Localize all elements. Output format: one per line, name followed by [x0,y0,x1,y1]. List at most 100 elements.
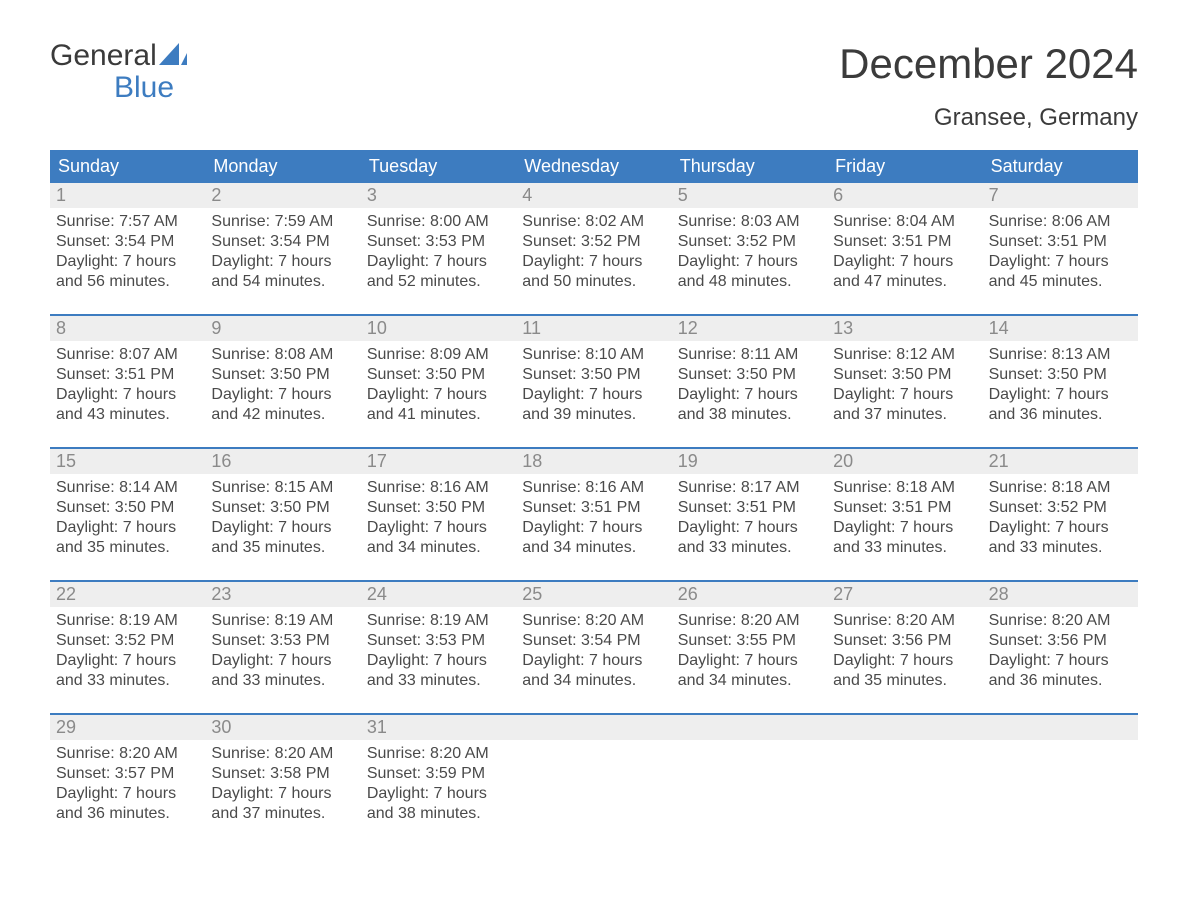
sunset-line: Sunset: 3:58 PM [211,764,354,784]
sunrise-line: Sunrise: 8:19 AM [211,611,354,631]
daylight-line: Daylight: 7 hours and 37 minutes. [833,385,976,425]
sunset-line: Sunset: 3:51 PM [678,498,821,518]
sunset-line: Sunset: 3:50 PM [367,365,510,385]
sunrise-line: Sunrise: 8:09 AM [367,345,510,365]
daylight-line: Daylight: 7 hours and 38 minutes. [678,385,821,425]
weekday-friday: Friday [827,150,982,183]
logo: General Blue [50,40,187,103]
daylight-line: Daylight: 7 hours and 36 minutes. [56,784,199,824]
sunset-line: Sunset: 3:57 PM [56,764,199,784]
day-cell [827,740,982,824]
daylight-line: Daylight: 7 hours and 36 minutes. [989,385,1132,425]
weekday-tuesday: Tuesday [361,150,516,183]
daylight-line: Daylight: 7 hours and 47 minutes. [833,252,976,292]
sunrise-line: Sunrise: 8:00 AM [367,212,510,232]
day-cell: Sunrise: 8:04 AMSunset: 3:51 PMDaylight:… [827,208,982,292]
sunrise-line: Sunrise: 8:13 AM [989,345,1132,365]
sunset-line: Sunset: 3:50 PM [211,498,354,518]
daylight-line: Daylight: 7 hours and 33 minutes. [367,651,510,691]
daylight-line: Daylight: 7 hours and 42 minutes. [211,385,354,425]
daylight-line: Daylight: 7 hours and 33 minutes. [833,518,976,558]
day-number: 17 [361,449,516,474]
sunset-line: Sunset: 3:52 PM [56,631,199,651]
daylight-line: Daylight: 7 hours and 48 minutes. [678,252,821,292]
daynum-row: 15161718192021 [50,449,1138,474]
sunrise-line: Sunrise: 7:59 AM [211,212,354,232]
sunrise-line: Sunrise: 8:20 AM [367,744,510,764]
week-row: 22232425262728Sunrise: 8:19 AMSunset: 3:… [50,580,1138,691]
sunset-line: Sunset: 3:50 PM [367,498,510,518]
sunrise-line: Sunrise: 8:20 AM [989,611,1132,631]
daylight-line: Daylight: 7 hours and 33 minutes. [989,518,1132,558]
sunrise-line: Sunrise: 8:10 AM [522,345,665,365]
daylight-line: Daylight: 7 hours and 43 minutes. [56,385,199,425]
day-number: 18 [516,449,671,474]
day-number: 16 [205,449,360,474]
day-cell: Sunrise: 8:20 AMSunset: 3:58 PMDaylight:… [205,740,360,824]
logo-sail-icon [159,43,187,65]
sunset-line: Sunset: 3:51 PM [833,232,976,252]
page-title: December 2024 [839,40,1138,88]
daylight-line: Daylight: 7 hours and 56 minutes. [56,252,199,292]
day-number: 25 [516,582,671,607]
daylight-line: Daylight: 7 hours and 50 minutes. [522,252,665,292]
day-cell: Sunrise: 8:18 AMSunset: 3:51 PMDaylight:… [827,474,982,558]
day-cell: Sunrise: 8:02 AMSunset: 3:52 PMDaylight:… [516,208,671,292]
day-number: 19 [672,449,827,474]
day-number: 30 [205,715,360,740]
sunrise-line: Sunrise: 8:20 AM [211,744,354,764]
day-cell: Sunrise: 8:19 AMSunset: 3:53 PMDaylight:… [205,607,360,691]
page: General Blue December 2024 Gransee, Germ… [0,0,1188,854]
day-cell: Sunrise: 8:16 AMSunset: 3:51 PMDaylight:… [516,474,671,558]
daylight-line: Daylight: 7 hours and 45 minutes. [989,252,1132,292]
sunset-line: Sunset: 3:50 PM [211,365,354,385]
day-cell: Sunrise: 7:57 AMSunset: 3:54 PMDaylight:… [50,208,205,292]
daylight-line: Daylight: 7 hours and 33 minutes. [56,651,199,691]
day-number: 3 [361,183,516,208]
sunrise-line: Sunrise: 8:07 AM [56,345,199,365]
day-number: 9 [205,316,360,341]
sunset-line: Sunset: 3:51 PM [989,232,1132,252]
day-number: 8 [50,316,205,341]
daylight-line: Daylight: 7 hours and 39 minutes. [522,385,665,425]
daylight-line: Daylight: 7 hours and 34 minutes. [522,518,665,558]
daylight-line: Daylight: 7 hours and 37 minutes. [211,784,354,824]
day-number: 26 [672,582,827,607]
day-cell [516,740,671,824]
sunrise-line: Sunrise: 8:20 AM [522,611,665,631]
sunset-line: Sunset: 3:53 PM [367,631,510,651]
sunrise-line: Sunrise: 8:12 AM [833,345,976,365]
day-cell [983,740,1138,824]
sunset-line: Sunset: 3:51 PM [522,498,665,518]
day-cell: Sunrise: 7:59 AMSunset: 3:54 PMDaylight:… [205,208,360,292]
daylight-line: Daylight: 7 hours and 41 minutes. [367,385,510,425]
day-cell: Sunrise: 8:16 AMSunset: 3:50 PMDaylight:… [361,474,516,558]
day-cell: Sunrise: 8:08 AMSunset: 3:50 PMDaylight:… [205,341,360,425]
daynum-row: 293031 [50,715,1138,740]
day-number: 1 [50,183,205,208]
sunrise-line: Sunrise: 8:14 AM [56,478,199,498]
day-cell: Sunrise: 8:20 AMSunset: 3:56 PMDaylight:… [983,607,1138,691]
sunset-line: Sunset: 3:51 PM [833,498,976,518]
sunrise-line: Sunrise: 8:11 AM [678,345,821,365]
day-number: 6 [827,183,982,208]
day-number: 7 [983,183,1138,208]
sunset-line: Sunset: 3:59 PM [367,764,510,784]
weekday-thursday: Thursday [672,150,827,183]
sunset-line: Sunset: 3:54 PM [522,631,665,651]
day-cell: Sunrise: 8:00 AMSunset: 3:53 PMDaylight:… [361,208,516,292]
sunset-line: Sunset: 3:53 PM [211,631,354,651]
sunset-line: Sunset: 3:50 PM [678,365,821,385]
weekday-header: Sunday Monday Tuesday Wednesday Thursday… [50,150,1138,183]
day-cell: Sunrise: 8:19 AMSunset: 3:52 PMDaylight:… [50,607,205,691]
day-number: 22 [50,582,205,607]
sunset-line: Sunset: 3:54 PM [211,232,354,252]
day-number [516,715,671,740]
sunrise-line: Sunrise: 8:04 AM [833,212,976,232]
sunset-line: Sunset: 3:52 PM [989,498,1132,518]
sunrise-line: Sunrise: 8:17 AM [678,478,821,498]
day-number: 10 [361,316,516,341]
day-cell: Sunrise: 8:09 AMSunset: 3:50 PMDaylight:… [361,341,516,425]
daylight-line: Daylight: 7 hours and 36 minutes. [989,651,1132,691]
sunrise-line: Sunrise: 8:16 AM [522,478,665,498]
